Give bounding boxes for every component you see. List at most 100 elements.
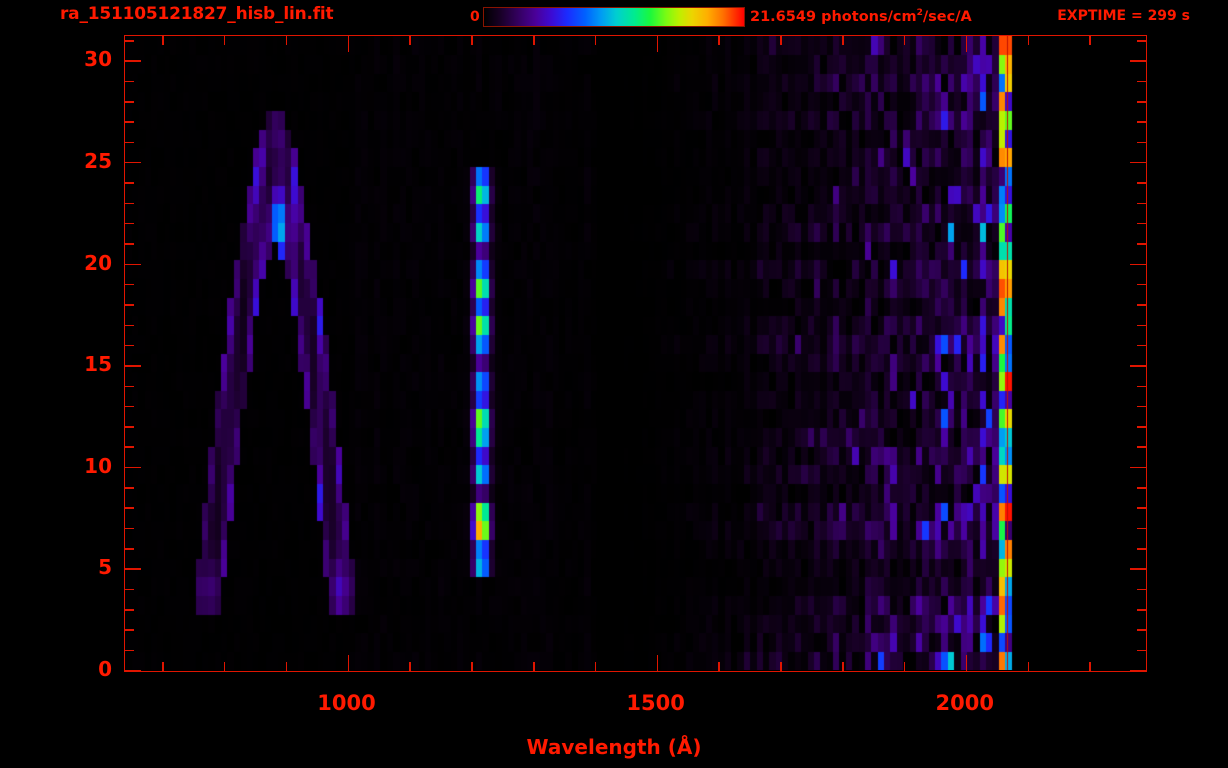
x-tick-1600: [718, 662, 720, 671]
x-tick-top-2200: [1089, 36, 1091, 45]
x-tick-1300: [533, 662, 535, 671]
y-tick-label-10: 10: [84, 453, 112, 478]
x-tick-top-1800: [842, 36, 844, 45]
y-tick-5: [125, 568, 141, 570]
y-tick-right-29: [1137, 80, 1146, 83]
y-tick-right-11: [1137, 446, 1146, 448]
y-tick-21: [125, 243, 134, 245]
y-tick-right-16: [1137, 344, 1146, 347]
x-tick-1800: [842, 662, 844, 671]
x-tick-2000: [965, 655, 968, 671]
x-tick-label-2000: 2000: [935, 691, 994, 715]
x-tick-top-900: [285, 36, 288, 45]
x-tick-1200: [471, 662, 473, 671]
y-tick-23: [125, 202, 134, 205]
y-tick-17: [125, 324, 134, 327]
x-tick-top-1500: [656, 36, 659, 52]
y-tick-label-0: 0: [98, 657, 112, 681]
y-tick-24: [125, 182, 134, 184]
x-tick-top-1300: [533, 36, 535, 45]
x-tick-top-1200: [471, 36, 473, 45]
y-tick-7: [125, 527, 134, 530]
x-tick-top-1000: [347, 36, 350, 52]
y-tick-right-9: [1137, 487, 1146, 489]
y-tick-31: [125, 40, 134, 42]
x-tick-top-2100: [1027, 36, 1030, 45]
y-tick-right-21: [1137, 243, 1146, 245]
y-tick-right-15: [1130, 365, 1146, 367]
colorbar-max-value: 21.6549: [750, 8, 817, 25]
x-tick-800: [223, 662, 226, 671]
y-tick-right-7: [1137, 527, 1146, 530]
y-tick-29: [125, 80, 134, 83]
x-tick-top-800: [223, 36, 226, 45]
y-tick-right-27: [1137, 121, 1146, 123]
y-tick-12: [125, 426, 134, 428]
y-tick-right-28: [1137, 101, 1146, 103]
y-tick-6: [125, 548, 134, 550]
y-tick-16: [125, 344, 134, 347]
y-tick-30: [125, 60, 141, 62]
y-tick-label-15: 15: [84, 352, 112, 377]
y-tick-right-26: [1137, 141, 1146, 144]
y-tick-2: [125, 629, 134, 631]
page-title: ra_151105121827_hisb_lin.fit: [60, 4, 334, 24]
y-tick-right-10: [1130, 466, 1146, 469]
colorbar-min-label: 0: [470, 9, 480, 25]
plot-canvas: [125, 36, 1146, 671]
y-tick-right-24: [1137, 182, 1146, 184]
spectrogram-image: [125, 36, 1145, 670]
x-tick-1500: [656, 655, 659, 671]
x-tick-label-1500: 1500: [626, 691, 685, 715]
y-tick-11: [125, 446, 134, 448]
x-tick-700: [162, 662, 164, 671]
x-tick-top-1600: [718, 36, 720, 45]
y-tick-right-12: [1137, 426, 1146, 428]
x-tick-label-1000: 1000: [317, 691, 376, 715]
y-tick-3: [125, 609, 134, 611]
exptime-label: EXPTIME = 299 s: [1057, 8, 1190, 24]
x-tick-1900: [903, 662, 906, 671]
x-tick-1000: [347, 655, 350, 671]
y-tick-right-13: [1137, 405, 1146, 408]
colorbar-max-label: 21.6549 photons/cm2/sec/A: [750, 8, 972, 25]
y-tick-4: [125, 588, 134, 591]
y-tick-label-30: 30: [84, 47, 112, 72]
y-tick-label-5: 5: [98, 555, 112, 580]
y-tick-label-20: 20: [84, 250, 112, 275]
x-axis-title: Wavelength (Å): [526, 735, 702, 759]
y-tick-label-25: 25: [84, 148, 112, 173]
x-tick-top-1400: [594, 36, 597, 45]
y-tick-19: [125, 283, 134, 286]
colorbar-units-pre: photons/cm: [816, 8, 917, 25]
y-tick-15: [125, 365, 141, 367]
y-tick-right-8: [1137, 507, 1146, 509]
plot-frame: [124, 35, 1147, 672]
x-tick-900: [285, 662, 288, 671]
y-tick-right-31: [1137, 40, 1146, 42]
y-tick-right-19: [1137, 283, 1146, 286]
y-tick-27: [125, 121, 134, 123]
x-tick-top-1900: [903, 36, 906, 45]
y-tick-right-20: [1130, 263, 1146, 266]
y-tick-right-30: [1130, 60, 1146, 62]
y-tick-0: [125, 670, 141, 672]
y-tick-right-22: [1137, 222, 1146, 225]
y-tick-right-1: [1137, 649, 1146, 652]
y-tick-right-25: [1130, 161, 1146, 164]
x-tick-2200: [1089, 662, 1091, 671]
y-tick-right-2: [1137, 629, 1146, 631]
y-tick-14: [125, 385, 134, 387]
y-tick-right-3: [1137, 609, 1146, 611]
y-tick-right-6: [1137, 548, 1146, 550]
y-tick-right-18: [1137, 304, 1146, 306]
y-tick-25: [125, 161, 141, 164]
y-tick-28: [125, 101, 134, 103]
y-tick-20: [125, 263, 141, 266]
y-tick-10: [125, 466, 141, 469]
y-tick-right-23: [1137, 202, 1146, 205]
y-tick-8: [125, 507, 134, 509]
y-tick-right-17: [1137, 324, 1146, 327]
x-tick-top-700: [162, 36, 164, 45]
y-tick-9: [125, 487, 134, 489]
